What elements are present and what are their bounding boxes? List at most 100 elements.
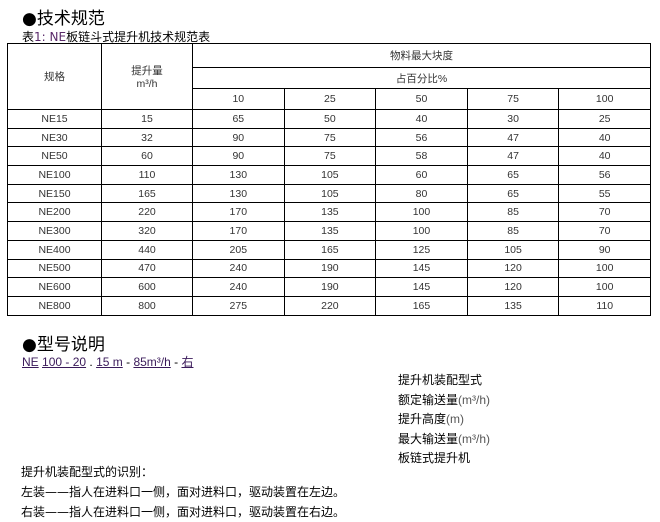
cell-capacity: 32 <box>101 127 193 148</box>
cell-lump: 70 <box>558 202 651 223</box>
cell-spec: NE200 <box>7 202 102 223</box>
legend-text: 板链式提升机 <box>398 451 471 465</box>
cell-spec: NE30 <box>7 127 102 148</box>
cell-spec: NE600 <box>7 277 102 297</box>
cell-lump: 25 <box>558 109 651 129</box>
cell-capacity: 15 <box>101 109 193 129</box>
cell-lump: 40 <box>375 109 468 129</box>
cell-lump: 85 <box>466 221 560 241</box>
cell-spec: NE100 <box>7 165 102 185</box>
table-row: NE15 15 65 50 40 30 25 <box>7 109 651 129</box>
cell-lump: 56 <box>558 165 651 185</box>
header-capacity: 提升量 m³/h <box>101 43 193 110</box>
cell-lump: 56 <box>375 127 468 148</box>
cell-lump: 120 <box>466 258 560 279</box>
table-row: NE30 32 90 75 56 47 40 <box>7 127 651 148</box>
cell-lump: 190 <box>283 277 377 297</box>
cell-lump: 47 <box>466 146 560 167</box>
caption-rest: 板链斗式提升机技术规范表 <box>66 30 211 44</box>
model-legend: 提升机装配型式 额定输送量(m³/h) 提升高度(m) 最大输送量(m³/h) … <box>398 371 490 469</box>
cell-lump: 100 <box>375 221 468 241</box>
cell-lump: 50 <box>283 109 377 129</box>
cell-lump: 100 <box>375 202 468 223</box>
table-row: NE100 110 130 105 60 65 56 <box>7 165 651 185</box>
table-row: NE500 470 240 190 145 120 100 <box>7 258 651 279</box>
cell-capacity: 600 <box>101 277 193 297</box>
table-row: NE400 440 205 165 125 105 90 <box>7 239 651 260</box>
section-heading-model: ●型号说明 <box>22 335 105 355</box>
legend-unit: (m³/h) <box>458 392 491 407</box>
cell-lump: 190 <box>283 258 377 279</box>
cell-lump: 105 <box>283 165 377 185</box>
cell-lump: 60 <box>375 165 468 185</box>
table-row: NE600 600 240 190 145 120 100 <box>7 277 651 297</box>
capacity-unit: m³/h <box>136 78 158 90</box>
legend-item: 最大输送量(m³/h) <box>398 430 490 450</box>
cell-spec: NE15 <box>7 109 102 129</box>
assembly-notes: 提升机装配型式的识别： 左装——指人在进料口一侧，面对进料口，驱动装置在左边。 … <box>21 462 345 522</box>
cell-lump: 165 <box>375 295 468 316</box>
model-part-rated: 100 - 20 <box>42 355 87 369</box>
model-part-type: NE <box>22 355 39 369</box>
caption-highlight: 1: NE <box>34 30 67 44</box>
cell-lump: 130 <box>192 165 285 185</box>
header-pct-25: 25 <box>283 88 377 110</box>
cell-lump: 40 <box>558 146 651 167</box>
caption-prefix: 表 <box>22 30 35 44</box>
cell-lump: 75 <box>283 146 377 167</box>
header-pct-100: 100 <box>558 88 651 110</box>
legend-text: 提升高度 <box>398 412 447 426</box>
cell-lump: 105 <box>283 183 377 204</box>
cell-spec: NE300 <box>7 221 102 241</box>
cell-lump: 58 <box>375 146 468 167</box>
cell-capacity: 220 <box>101 202 193 223</box>
legend-text: 提升机装配型式 <box>398 373 483 387</box>
cell-capacity: 110 <box>101 165 193 185</box>
cell-lump: 65 <box>466 165 560 185</box>
table-caption: 表1: NE板链斗式提升机技术规范表 <box>22 28 210 45</box>
sep: - <box>170 355 182 369</box>
cell-lump: 47 <box>466 127 560 148</box>
capacity-label: 提升量 <box>131 65 163 77</box>
legend-item: 额定输送量(m³/h) <box>398 391 490 411</box>
header-percent: 占百分比% <box>192 67 651 89</box>
cell-lump: 80 <box>375 183 468 204</box>
cell-spec: NE400 <box>7 239 102 260</box>
legend-unit: (m) <box>446 412 465 426</box>
table-row: NE50 60 90 75 58 47 40 <box>7 146 651 167</box>
cell-lump: 170 <box>192 202 285 223</box>
cell-lump: 105 <box>466 239 560 260</box>
spec-table: 规格 提升量 m³/h 物料最大块度 占百分比% 10 25 50 75 100 NE15… <box>7 43 651 316</box>
cell-lump: 240 <box>192 258 285 279</box>
cell-lump: 65 <box>466 183 560 204</box>
cell-lump: 85 <box>466 202 560 223</box>
header-lump-size: 物料最大块度 <box>192 43 651 68</box>
cell-lump: 100 <box>558 277 651 297</box>
cell-lump: 135 <box>466 295 560 316</box>
header-pct-75: 75 <box>466 88 560 110</box>
header-spec: 规格 <box>7 43 102 110</box>
sep: . <box>86 355 97 369</box>
cell-lump: 55 <box>558 183 651 204</box>
legend-text: 额定输送量 <box>398 392 459 407</box>
table-row: NE200 220 170 135 100 85 70 <box>7 202 651 223</box>
cell-capacity: 60 <box>101 146 193 167</box>
cell-lump: 110 <box>558 295 651 316</box>
table-row: NE300 320 170 135 100 85 70 <box>7 221 651 241</box>
legend-item: 提升机装配型式 <box>398 371 490 391</box>
cell-lump: 240 <box>192 277 285 297</box>
legend-text: 最大输送量 <box>398 431 459 446</box>
cell-capacity: 800 <box>101 295 193 316</box>
cell-capacity: 440 <box>101 239 193 260</box>
cell-capacity: 165 <box>101 183 193 204</box>
cell-lump: 205 <box>192 239 285 260</box>
legend-item: 板链式提升机 <box>398 449 490 469</box>
cell-lump: 75 <box>283 127 377 148</box>
cell-lump: 40 <box>558 127 651 148</box>
cell-lump: 65 <box>192 109 285 129</box>
cell-lump: 135 <box>283 221 377 241</box>
cell-lump: 165 <box>283 239 377 260</box>
cell-lump: 90 <box>558 239 651 260</box>
cell-lump: 125 <box>375 239 468 260</box>
cell-lump: 130 <box>192 183 285 204</box>
